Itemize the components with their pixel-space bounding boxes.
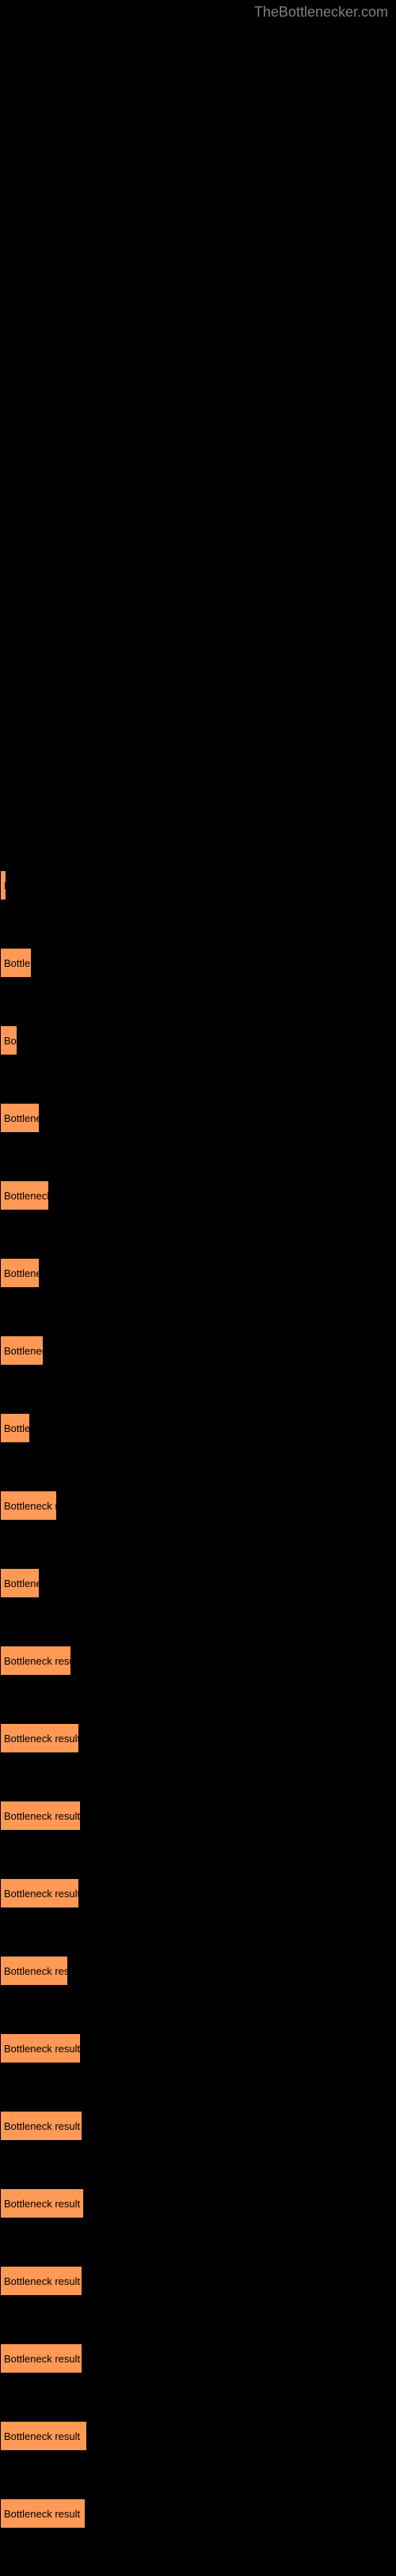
bar-row: Bottler [0, 948, 396, 978]
bar-label: Bottleneck result [4, 2353, 80, 2365]
bar-label: Bottle [4, 1422, 30, 1434]
bar-label: Bottleneck result [4, 2430, 80, 2442]
bar-label: Bottleneck result [4, 2120, 80, 2132]
bar-row: Bottleneck result [0, 1723, 396, 1753]
bar-label: Bottlenec [4, 1345, 47, 1357]
bar-row: Bottleneck result [0, 2343, 396, 2373]
bar-label: Bottlene [4, 1578, 42, 1589]
bar-row: Bottleneck result [0, 2188, 396, 2218]
bar-row: Bottle [0, 1413, 396, 1443]
bar: Bottleneck result [0, 2033, 81, 2063]
bar: Bottleneck result [0, 2111, 82, 2141]
bar-row: Bottleneck result [0, 1878, 396, 1908]
bar: Bottleneck result [0, 1723, 79, 1753]
bar-label: Bottleneck result [4, 2198, 80, 2210]
bar-row: Bottleneck [0, 1180, 396, 1210]
bar-row: Bottlene [0, 1258, 396, 1288]
bar: Bottleneck [0, 1180, 49, 1210]
bar-row: Bottlene [0, 1568, 396, 1598]
bar-chart: B Bottler Bo Bottlene Bottleneck Bottlene Bott… [0, 0, 396, 2529]
bar-row: Bottleneck result [0, 1801, 396, 1831]
bar-row: Bottleneck r [0, 1491, 396, 1521]
bar-label: Bottler [4, 957, 34, 969]
bar: Bottler [0, 948, 32, 978]
bar: Bottlene [0, 1258, 40, 1288]
bar-row: Bottleneck result [0, 2498, 396, 2529]
bar-label: Bottlene [4, 1112, 42, 1124]
bar-label: Bottleneck r [4, 1500, 59, 1512]
bar-label: Bottleneck resu [4, 1655, 75, 1667]
bar: Bottlenec [0, 1335, 44, 1366]
bar: Bottleneck result [0, 1801, 81, 1831]
bar-label: B [4, 880, 11, 892]
bar-label: Bottleneck result [4, 2043, 80, 2055]
bar: Bo [0, 1025, 17, 1055]
bar: Bottleneck result [0, 2188, 84, 2218]
bar: B [0, 870, 6, 900]
watermark: TheBottlenecker.com [254, 4, 388, 21]
bar-row: Bottleneck result [0, 2111, 396, 2141]
bar: Bottleneck resu [0, 1646, 71, 1676]
bar: Bottlene [0, 1103, 40, 1133]
bar: Bottleneck r [0, 1491, 57, 1521]
bar-label: Bottleneck result [4, 1888, 80, 1900]
bar-row: Bottlene [0, 1103, 396, 1133]
bar: Bottleneck res [0, 1956, 68, 1986]
bar-row: Bottleneck resu [0, 1646, 396, 1676]
bar: Bottleneck result [0, 2498, 86, 2529]
bar-label: Bottlene [4, 1267, 42, 1279]
bar-label: Bottleneck res [4, 1965, 69, 1977]
bar-row: B [0, 870, 396, 900]
bar-label: Bottleneck result [4, 2508, 80, 2520]
bar: Bottleneck result [0, 2343, 82, 2373]
bar: Bottlene [0, 1568, 40, 1598]
bar: Bottleneck result [0, 1878, 79, 1908]
bar: Bottleneck result [0, 2421, 87, 2451]
bar-label: Bottleneck [4, 1190, 52, 1202]
bar-row: Bottleneck result [0, 2266, 396, 2296]
bar-row: Bottlenec [0, 1335, 396, 1366]
bar-label: Bottleneck result [4, 1810, 80, 1822]
bar-label: Bottleneck result [4, 1733, 80, 1744]
bar-label: Bo [4, 1035, 17, 1047]
bar: Bottleneck result [0, 2266, 82, 2296]
bar: Bottle [0, 1413, 30, 1443]
bar-row: Bottleneck result [0, 2033, 396, 2063]
bar-row: Bottleneck res [0, 1956, 396, 1986]
bar-row: Bo [0, 1025, 396, 1055]
bar-label: Bottleneck result [4, 2275, 80, 2287]
bar-row: Bottleneck result [0, 2421, 396, 2451]
